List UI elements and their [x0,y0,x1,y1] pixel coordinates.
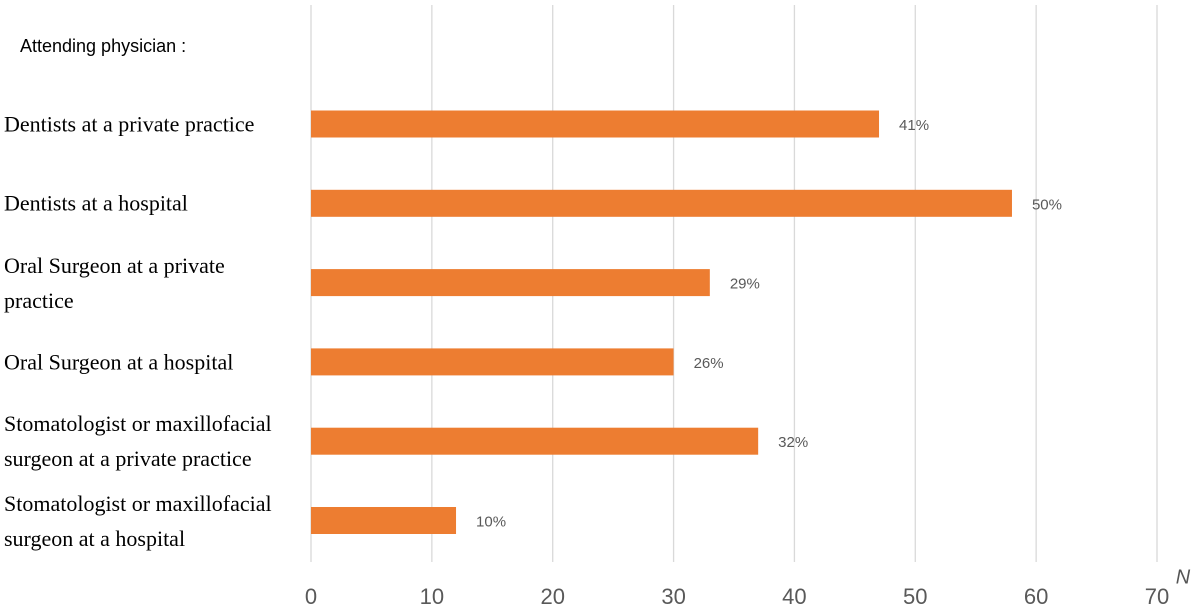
y-tick-label: Dentists at a private practice [4,111,255,137]
data-label: 32% [778,434,808,451]
data-label: 10% [476,513,506,530]
y-axis-title: Attending physician : [20,36,186,56]
bar [311,427,759,455]
data-label: 26% [694,355,724,372]
y-tick-label: Stomatologist or maxillofacial surgeon a… [4,490,272,551]
x-tick-label: 70 [1145,584,1169,609]
x-tick-label: 30 [661,584,685,609]
bar [311,269,710,297]
data-label: 50% [1032,196,1062,213]
y-tick-label: Dentists at a hospital [4,190,188,216]
bar [311,507,457,534]
bar [311,189,1012,217]
x-tick-label: 0 [305,584,317,609]
data-label: 29% [730,276,760,293]
x-tick-label: 50 [903,584,927,609]
x-tick-label: 10 [420,584,444,609]
x-tick-label: 40 [782,584,806,609]
y-tick-label: Stomatologist or maxillofacial surgeon a… [4,411,272,472]
y-tick-label: Oral Surgeon at a private practice [4,252,225,313]
x-tick-label: 20 [540,584,564,609]
data-label: 41% [899,117,929,134]
bar [311,348,674,376]
x-tick-label: 60 [1024,584,1048,609]
y-tick-label: Oral Surgeon at a hospital [4,349,234,375]
x-axis-label: N [1176,566,1191,588]
bar [311,110,880,138]
